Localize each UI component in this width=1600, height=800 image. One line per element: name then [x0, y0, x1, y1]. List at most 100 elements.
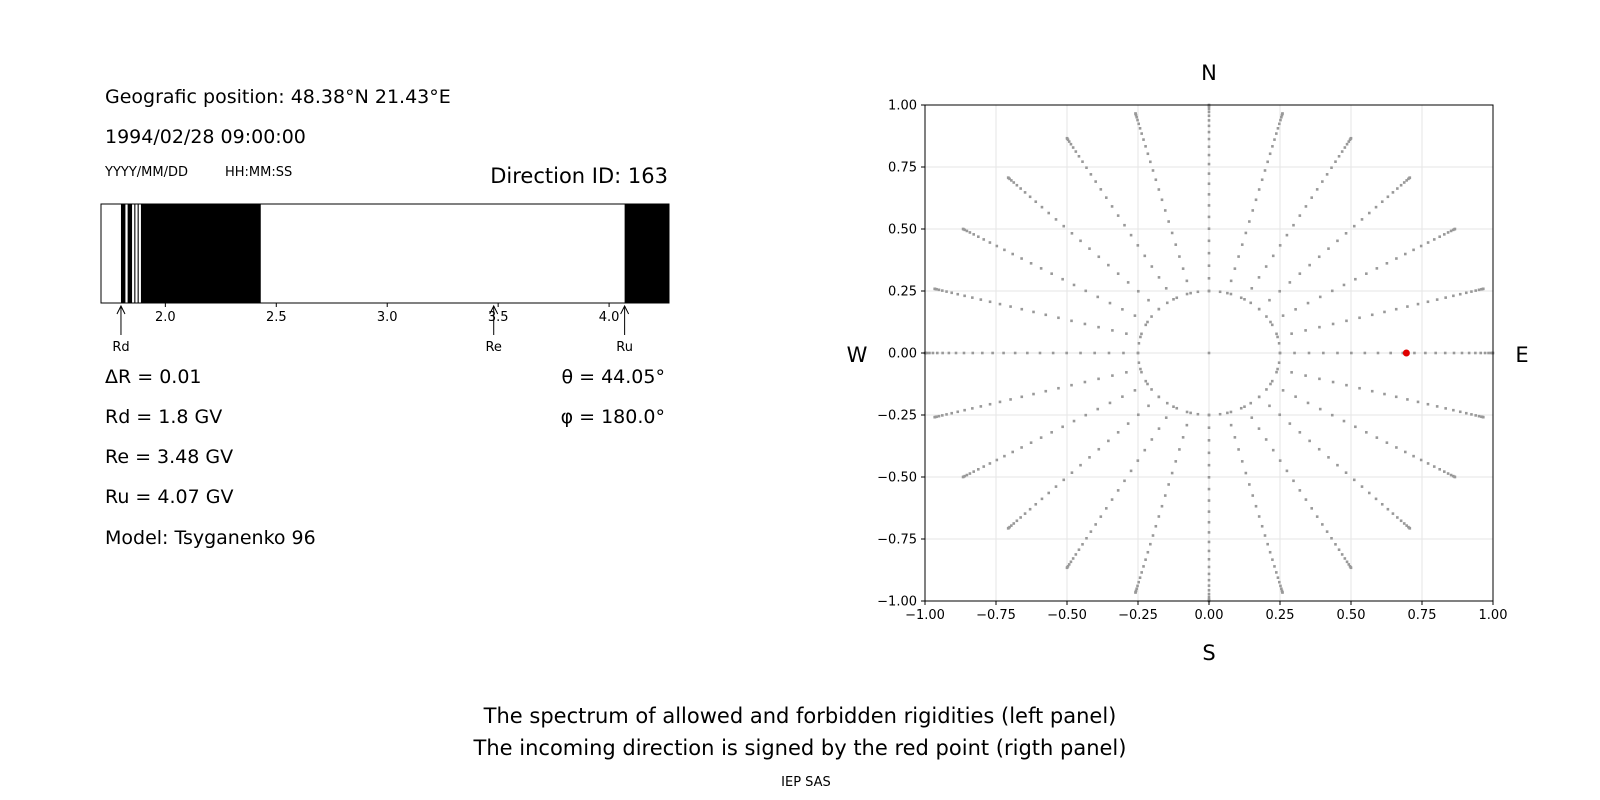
direction-grid-point: [1011, 450, 1014, 454]
direction-grid-point: [1391, 191, 1395, 194]
direction-grid-point: [1157, 276, 1161, 279]
direction-grid-point: [1408, 176, 1412, 179]
direction-grid-point: [1185, 410, 1189, 414]
direction-grid-point: [1163, 494, 1167, 497]
sky-x-ticks: −1.00 −0.75 −0.50 −0.25 0.00 0.25 0.50 0.75 1.00: [905, 601, 1507, 623]
direction-grid-point: [1349, 566, 1353, 570]
direction-grid-point: [1318, 325, 1321, 329]
direction-grid-point: [1002, 351, 1005, 355]
direction-grid-point: [1345, 560, 1349, 564]
direction-grid-point: [1207, 426, 1211, 429]
direction-grid-point: [1402, 181, 1406, 184]
direction-grid-point: [1330, 289, 1334, 293]
direction-grid-point: [1207, 510, 1211, 513]
direction-grid-point: [1278, 413, 1282, 417]
forbidden-interval: [134, 204, 136, 303]
direction-grid-point: [1144, 323, 1148, 327]
direction-grid-point: [937, 414, 941, 418]
sky-y-ticks: 1.00 0.75 0.50 0.25 0.00 −0.25 −0.50 −0.75 −1.00: [877, 99, 925, 610]
direction-grid-point: [961, 475, 965, 479]
direction-grid-point: [1207, 413, 1211, 417]
direction-grid-point: [1174, 460, 1178, 463]
direction-grid-point: [1349, 136, 1353, 140]
direction-grid-point: [1480, 415, 1483, 419]
direction-grid-point: [1404, 252, 1407, 256]
direction-grid-point: [1089, 530, 1093, 533]
direction-grid-point: [1181, 267, 1185, 270]
direction-grid-point: [971, 296, 974, 299]
direction-grid-point: [1011, 252, 1014, 256]
direction-grid-point: [1413, 351, 1416, 355]
direction-grid-point: [1352, 478, 1356, 482]
direction-grid-point: [1070, 232, 1074, 235]
direction-grid-point: [1050, 431, 1053, 434]
direction-grid-point: [1347, 140, 1351, 143]
direction-grid-point: [1278, 289, 1282, 293]
direction-grid-point: [1275, 571, 1278, 574]
direction-grid-point: [1157, 188, 1161, 191]
direction-grid-point: [1136, 351, 1140, 355]
direction-grid-point: [1453, 475, 1457, 479]
direction-grid-point: [1207, 578, 1211, 582]
direction-grid-point: [1189, 411, 1192, 415]
direction-grid-point: [1426, 300, 1430, 304]
direction-grid-point: [1370, 389, 1374, 393]
direction-grid-point: [1074, 150, 1078, 153]
direction-grid-point: [1150, 388, 1153, 391]
direction-grid-point: [941, 289, 944, 292]
direction-grid-point: [1426, 402, 1430, 406]
direction-grid-point: [1452, 351, 1456, 355]
direction-grid-point: [1057, 386, 1060, 390]
direction-grid-point: [1044, 389, 1048, 393]
direction-grid-point: [1336, 239, 1339, 243]
direction-grid-point: [1062, 478, 1066, 482]
direction-grid-point: [1470, 413, 1473, 416]
direction-grid-point: [1260, 178, 1264, 182]
direction-grid-point: [1133, 314, 1137, 317]
direction-grid-point: [1074, 553, 1078, 556]
sky-y-tick-label: 0.25: [888, 285, 917, 300]
direction-grid-point: [1474, 414, 1477, 417]
direction-grid-point: [1108, 401, 1112, 405]
direction-grid-point: [1207, 520, 1211, 524]
direction-grid-point: [1325, 173, 1329, 176]
direction-grid-point: [1452, 408, 1455, 412]
direction-grid-point: [1438, 468, 1441, 471]
direction-grid-point: [1375, 436, 1379, 439]
direction-grid-point: [971, 351, 975, 355]
direction-grid-point: [1140, 571, 1143, 574]
direction-grid-point: [1358, 386, 1361, 390]
direction-grid-point: [1039, 267, 1043, 270]
direction-grid-point: [1138, 576, 1142, 579]
forbidden-interval: [624, 204, 669, 303]
direction-grid-point: [1178, 255, 1181, 258]
direction-grid-point: [1406, 398, 1409, 401]
direction-grid-point: [1365, 431, 1368, 434]
direction-grid-point: [1012, 522, 1016, 525]
direction-grid-point: [1327, 247, 1330, 250]
direction-grid-point: [1207, 107, 1211, 111]
theta-value: θ = 44.05°: [561, 366, 665, 388]
direction-grid-point: [945, 413, 948, 416]
direction-grid-point: [1072, 283, 1076, 287]
direction-grid-point: [1243, 405, 1246, 408]
direction-grid-point: [1294, 308, 1297, 311]
direction-grid-point: [1136, 118, 1139, 122]
direction-grid-point: [988, 300, 992, 304]
direction-grid-point: [1285, 233, 1289, 237]
direction-grid-point: [1181, 436, 1185, 439]
direction-grid-point: [1164, 287, 1168, 290]
direction-grid-point: [1207, 487, 1211, 491]
direction-grid-point: [1243, 298, 1246, 301]
direction-grid-point: [1244, 471, 1248, 475]
direction-grid-point: [1293, 351, 1296, 355]
direction-grid-point: [1298, 214, 1302, 217]
direction-grid-point: [1104, 507, 1108, 510]
direction-grid-point: [977, 235, 980, 238]
direction-grid-point: [1331, 322, 1335, 326]
direction-grid-point: [1143, 448, 1147, 452]
rd-value: Rd = 1.8 GV: [105, 406, 223, 428]
forbidden-interval: [120, 204, 126, 303]
direction-grid-point: [947, 351, 951, 355]
direction-grid-point: [1051, 351, 1055, 355]
